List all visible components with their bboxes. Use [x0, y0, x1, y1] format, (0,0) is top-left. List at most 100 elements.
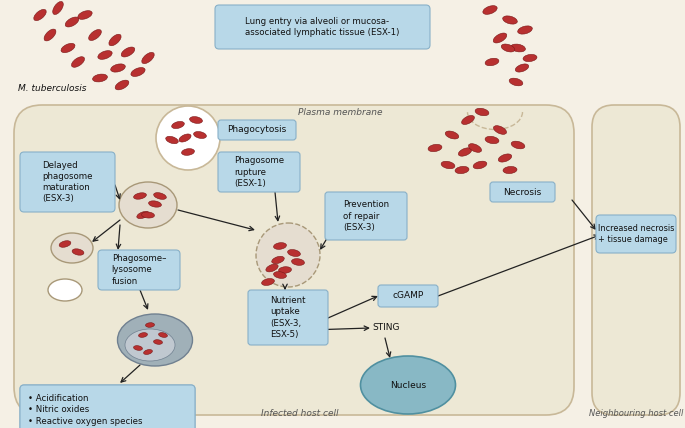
FancyBboxPatch shape — [596, 215, 676, 253]
Ellipse shape — [166, 136, 178, 144]
Text: Plasma membrane: Plasma membrane — [298, 107, 382, 116]
Ellipse shape — [473, 161, 487, 169]
FancyBboxPatch shape — [248, 290, 328, 345]
Ellipse shape — [153, 193, 166, 199]
Ellipse shape — [65, 17, 79, 27]
Ellipse shape — [131, 68, 145, 77]
Ellipse shape — [493, 33, 507, 43]
Ellipse shape — [115, 80, 129, 90]
Ellipse shape — [144, 350, 152, 354]
Ellipse shape — [98, 51, 112, 59]
Text: Phagosome–
lysosome
fusion: Phagosome– lysosome fusion — [112, 254, 166, 285]
Ellipse shape — [125, 329, 175, 361]
Ellipse shape — [142, 212, 155, 218]
Ellipse shape — [44, 29, 56, 41]
Text: Necrosis: Necrosis — [503, 187, 542, 196]
Ellipse shape — [523, 54, 537, 62]
Ellipse shape — [483, 6, 497, 15]
Ellipse shape — [194, 131, 206, 138]
Ellipse shape — [272, 256, 284, 264]
Ellipse shape — [360, 356, 456, 414]
Ellipse shape — [475, 108, 489, 116]
FancyBboxPatch shape — [592, 105, 680, 415]
Text: Increased necrosis
+ tissue damage: Increased necrosis + tissue damage — [598, 224, 674, 244]
Text: Phagosome
rupture
(ESX-1): Phagosome rupture (ESX-1) — [234, 156, 284, 187]
Ellipse shape — [469, 144, 482, 152]
Ellipse shape — [71, 57, 84, 67]
Ellipse shape — [149, 201, 162, 207]
Ellipse shape — [428, 144, 442, 152]
Ellipse shape — [498, 154, 512, 162]
Ellipse shape — [51, 233, 93, 263]
Ellipse shape — [288, 250, 301, 256]
Ellipse shape — [179, 134, 191, 142]
FancyBboxPatch shape — [218, 152, 300, 192]
Text: Prevention
of repair
(ESX-3): Prevention of repair (ESX-3) — [343, 200, 389, 232]
Ellipse shape — [59, 241, 71, 247]
Ellipse shape — [266, 264, 278, 272]
Circle shape — [156, 106, 220, 170]
FancyBboxPatch shape — [14, 105, 574, 415]
Ellipse shape — [34, 9, 46, 21]
Ellipse shape — [142, 52, 154, 64]
FancyBboxPatch shape — [215, 5, 430, 49]
FancyBboxPatch shape — [20, 152, 115, 212]
Ellipse shape — [510, 44, 525, 52]
Ellipse shape — [121, 47, 135, 57]
FancyBboxPatch shape — [490, 182, 555, 202]
Ellipse shape — [72, 249, 84, 255]
Text: STING: STING — [372, 324, 399, 333]
Ellipse shape — [509, 78, 523, 86]
Ellipse shape — [111, 64, 125, 72]
Ellipse shape — [493, 126, 506, 134]
FancyBboxPatch shape — [378, 285, 438, 307]
Ellipse shape — [153, 340, 162, 344]
Ellipse shape — [441, 161, 455, 169]
Ellipse shape — [462, 116, 475, 125]
Ellipse shape — [61, 43, 75, 53]
Ellipse shape — [445, 131, 459, 139]
Ellipse shape — [273, 272, 286, 278]
Ellipse shape — [119, 182, 177, 228]
Ellipse shape — [182, 149, 195, 155]
Ellipse shape — [158, 333, 167, 337]
Text: • Acidification
• Nitric oxides
• Reactive oxygen species
• Hydrolytic enzymes
•: • Acidification • Nitric oxides • Reacti… — [28, 394, 166, 428]
Text: Lung entry via alveoli or mucosa-
associated lymphatic tissue (ESX-1): Lung entry via alveoli or mucosa- associ… — [245, 17, 399, 37]
Ellipse shape — [292, 259, 304, 265]
Ellipse shape — [190, 116, 203, 123]
Ellipse shape — [134, 193, 147, 199]
Ellipse shape — [455, 166, 469, 174]
Ellipse shape — [88, 30, 101, 41]
Ellipse shape — [279, 267, 292, 273]
Ellipse shape — [134, 346, 142, 351]
Ellipse shape — [78, 11, 92, 19]
Ellipse shape — [53, 1, 63, 15]
FancyBboxPatch shape — [325, 192, 407, 240]
FancyBboxPatch shape — [20, 385, 195, 428]
Text: Nutrient
uptake
(ESX-3,
ESX-5): Nutrient uptake (ESX-3, ESX-5) — [271, 296, 306, 339]
FancyBboxPatch shape — [218, 120, 296, 140]
Ellipse shape — [485, 58, 499, 66]
FancyBboxPatch shape — [20, 385, 195, 428]
Text: Infected host cell: Infected host cell — [261, 408, 339, 417]
Ellipse shape — [458, 148, 471, 156]
Ellipse shape — [138, 333, 147, 337]
Ellipse shape — [273, 243, 286, 250]
Ellipse shape — [262, 279, 275, 285]
Ellipse shape — [118, 314, 192, 366]
Ellipse shape — [501, 44, 514, 52]
Ellipse shape — [511, 141, 525, 149]
FancyBboxPatch shape — [98, 250, 180, 290]
Ellipse shape — [515, 64, 529, 72]
Text: cGAMP: cGAMP — [393, 291, 423, 300]
Text: M. tuberculosis: M. tuberculosis — [18, 83, 86, 92]
Text: Phagocytosis: Phagocytosis — [227, 125, 286, 134]
Text: Neighbouring host cell: Neighbouring host cell — [589, 408, 683, 417]
Ellipse shape — [145, 323, 155, 327]
Ellipse shape — [503, 166, 517, 173]
Ellipse shape — [172, 122, 184, 128]
Ellipse shape — [137, 211, 149, 219]
Ellipse shape — [109, 34, 121, 46]
Text: Delayed
phagosome
maturation
(ESX-3): Delayed phagosome maturation (ESX-3) — [42, 161, 92, 203]
Ellipse shape — [485, 137, 499, 144]
